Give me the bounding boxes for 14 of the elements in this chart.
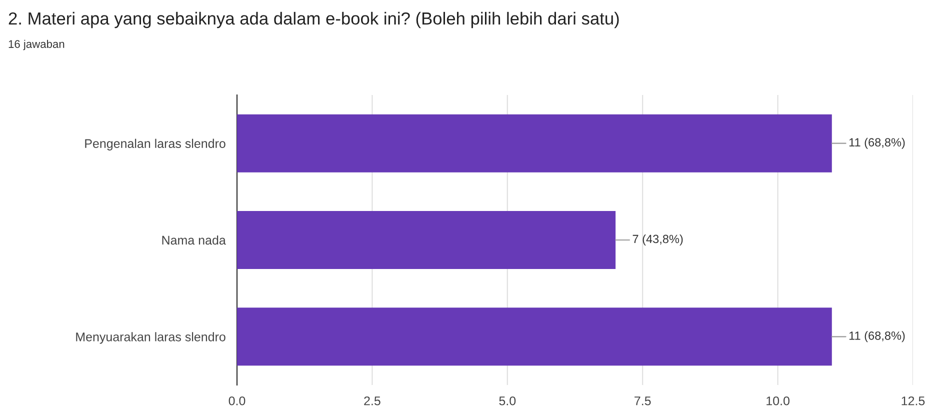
text: 16 jawaban xyxy=(8,40,64,50)
x-tick-label: 7.5 xyxy=(634,396,651,406)
x-tick-label: 0.0 xyxy=(228,396,246,406)
x-tick-label: 12.5 xyxy=(902,396,925,406)
chart-title: 2. Materi apa yang sebaiknya ada dalam e-book ini? (Boleh pilih lebih dari satu) xyxy=(8,12,619,28)
data-label: 11 (68,8%) xyxy=(849,331,905,342)
x-tick-label: 10.0 xyxy=(766,396,790,406)
x-tick-label: 5.0 xyxy=(499,396,516,406)
data-label: 7 (43,8%) xyxy=(632,234,683,246)
data-label: 11 (68,8%) xyxy=(849,138,905,149)
x-tick-label: 2.5 xyxy=(364,396,380,406)
y-tick-label: Menyuarakan laras slendro xyxy=(76,332,226,344)
y-tick-label: Pengenalan laras slendro xyxy=(85,138,226,150)
y-tick-label: Nama nada xyxy=(162,235,226,245)
